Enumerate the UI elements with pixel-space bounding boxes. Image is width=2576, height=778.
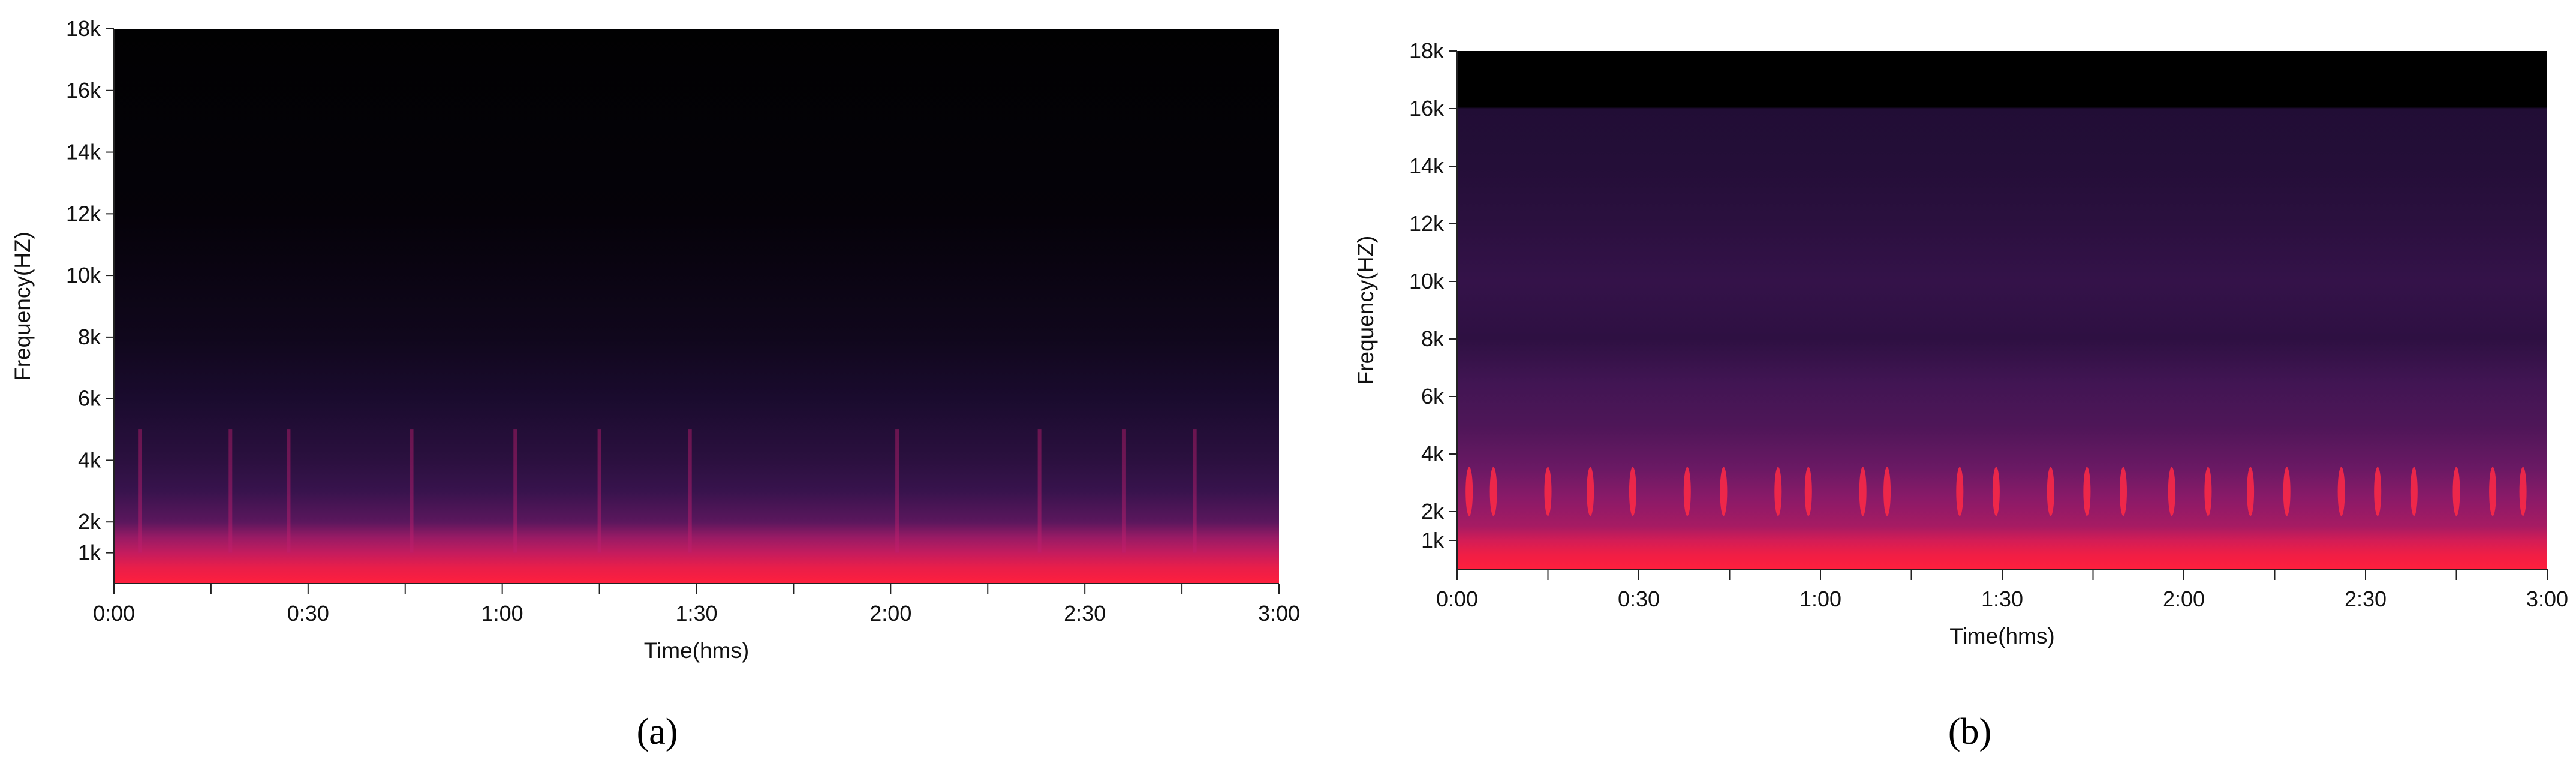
- y-tick-label: 12k: [66, 201, 101, 226]
- y-tick-label: 4k: [1421, 441, 1445, 466]
- x-ticks-a: 0:00 0:30 1:00 1:30 2:00 2:30 3:00: [93, 584, 1300, 626]
- y-tick-label: 14k: [66, 140, 101, 164]
- y-tick-label: 12k: [1409, 211, 1445, 236]
- call-event-mark: [1883, 467, 1891, 516]
- x-tick-label: 0:00: [93, 601, 135, 626]
- call-event-mark: [1720, 467, 1728, 516]
- y-tick-label: 10k: [66, 263, 101, 287]
- x-tick-label: 1:00: [482, 601, 523, 626]
- y-axis-title-b: Frequency(HZ): [1353, 236, 1378, 385]
- x-tick-label: 2:30: [2345, 587, 2387, 611]
- y-tick-label: 6k: [78, 386, 101, 411]
- spectrogram-events-a: [138, 429, 1197, 553]
- x-tick-label: 3:00: [2526, 587, 2568, 611]
- y-tick-label: 16k: [66, 78, 101, 103]
- x-tick-label: 1:30: [675, 601, 717, 626]
- y-tick-label: 8k: [1421, 326, 1445, 351]
- call-event-mark: [2452, 467, 2460, 516]
- transient-mark: [895, 429, 899, 553]
- transient-mark: [513, 429, 517, 553]
- y-tick-label: 16k: [1409, 96, 1445, 121]
- y-tick-label: 18k: [1409, 38, 1445, 63]
- x-ticks-b: 0:00 0:30 1:00 1:30 2:00 2:30 3:00: [1436, 569, 2568, 611]
- call-event-mark: [2489, 467, 2497, 516]
- transient-mark: [228, 429, 233, 553]
- transient-mark: [688, 429, 692, 553]
- call-event-mark: [2204, 467, 2212, 516]
- panel-caption-b: (b): [1948, 711, 1991, 752]
- y-ticks-a: 1k 2k 4k 6k 8k 10k 12k 14k 16k 18k: [66, 16, 114, 565]
- x-tick-label: 1:30: [1981, 587, 2023, 611]
- y-tick-label: 2k: [78, 509, 101, 534]
- transient-mark: [138, 429, 142, 553]
- transient-mark: [1193, 429, 1197, 553]
- transient-mark: [597, 429, 601, 553]
- y-ticks-b: 1k 2k 4k 6k 8k 10k 12k 14k 16k 18k: [1409, 38, 1457, 552]
- y-axis-title-a: Frequency(HZ): [10, 232, 35, 381]
- x-tick-label: 2:30: [1064, 601, 1106, 626]
- call-event-mark: [2519, 467, 2527, 516]
- call-event-mark: [2410, 467, 2418, 516]
- spectrogram-band: [114, 29, 1279, 584]
- call-event-mark: [1804, 467, 1812, 516]
- call-event-mark: [1587, 467, 1594, 516]
- transient-mark: [1037, 429, 1042, 553]
- x-tick-label: 3:00: [1258, 601, 1300, 626]
- x-tick-label: 0:00: [1436, 587, 1478, 611]
- y-tick-label: 14k: [1409, 154, 1445, 178]
- x-axis-title-a: Time(hms): [644, 638, 749, 663]
- x-axis-title-b: Time(hms): [1949, 624, 2054, 648]
- transient-mark: [410, 429, 414, 553]
- call-event-mark: [1956, 467, 1964, 516]
- y-tick-label: 1k: [1421, 528, 1445, 552]
- call-event-mark: [1774, 467, 1782, 516]
- x-tick-label: 0:30: [1618, 587, 1660, 611]
- call-event-mark: [2374, 467, 2382, 516]
- y-tick-label: 18k: [66, 16, 101, 41]
- x-tick-label: 2:00: [869, 601, 911, 626]
- spectrogram-events-b: [1465, 467, 2527, 516]
- y-tick-label: 10k: [1409, 269, 1445, 293]
- call-event-mark: [2047, 467, 2054, 516]
- call-event-mark: [1489, 467, 1497, 516]
- call-event-mark: [2168, 467, 2175, 516]
- transient-mark: [287, 429, 291, 553]
- x-tick-label: 2:00: [2163, 587, 2205, 611]
- spectrogram-panel-a: 1k 2k 4k 6k 8k 10k 12k 14k 16k 18k 0:00 0:30 1:00 1:…: [10, 16, 1300, 752]
- panel-caption-a: (a): [637, 711, 678, 752]
- call-event-mark: [1859, 467, 1867, 516]
- call-event-mark: [2283, 467, 2291, 516]
- call-event-mark: [2247, 467, 2255, 516]
- call-event-mark: [1629, 467, 1636, 516]
- spectrogram-energy-b: [1457, 51, 2547, 569]
- y-tick-label: 8k: [78, 325, 101, 349]
- y-tick-label: 4k: [78, 447, 101, 472]
- x-tick-label: 0:30: [287, 601, 329, 626]
- y-tick-label: 2k: [1421, 499, 1445, 524]
- spectrogram-band: [1457, 51, 2547, 569]
- spectrogram-energy-a: [114, 29, 1279, 584]
- call-event-mark: [2337, 467, 2345, 516]
- call-event-mark: [1992, 467, 2000, 516]
- call-event-mark: [2120, 467, 2127, 516]
- y-tick-label: 1k: [78, 540, 101, 565]
- y-tick-label: 6k: [1421, 384, 1445, 408]
- call-event-mark: [2083, 467, 2091, 516]
- call-event-mark: [1544, 467, 1552, 516]
- call-event-mark: [1683, 467, 1691, 516]
- spectrogram-panel-b: 1k 2k 4k 6k 8k 10k 12k 14k 16k 18k 0:00 0:30 1:00 1:…: [1353, 38, 2568, 752]
- call-event-mark: [1465, 467, 1473, 516]
- transient-mark: [1121, 429, 1126, 553]
- x-tick-label: 1:00: [1799, 587, 1841, 611]
